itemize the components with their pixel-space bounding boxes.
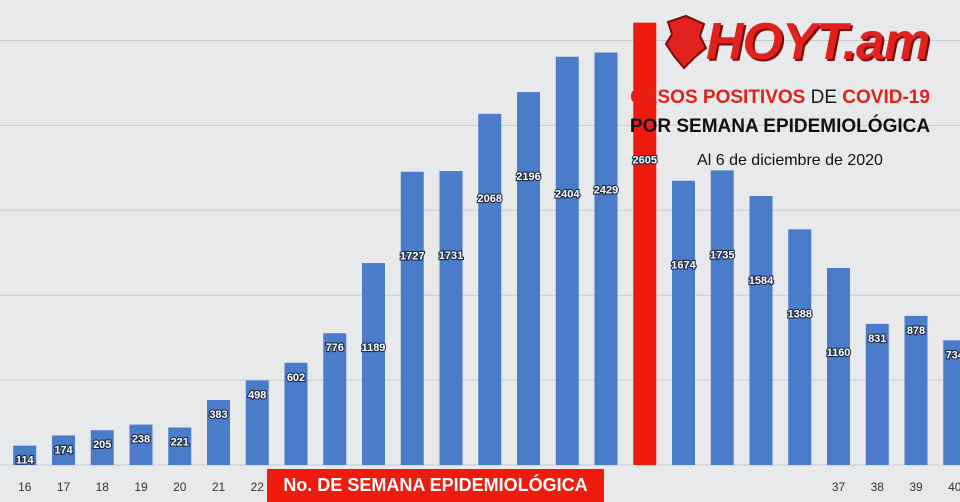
- value-label-week-35: 1584: [749, 275, 774, 287]
- bar-week-18: [90, 430, 114, 465]
- tick-label-week-18: 18: [96, 480, 110, 494]
- value-label-week-36: 1388: [788, 308, 812, 320]
- bar-week-17: [52, 435, 75, 465]
- bar-week-37: [827, 268, 850, 465]
- tick-label-week-38: 38: [871, 480, 885, 494]
- bar-week-22: [245, 380, 269, 465]
- bar-week-33: [672, 180, 695, 466]
- value-label-week-26: 1727: [400, 251, 424, 263]
- bar-week-27: [439, 171, 463, 465]
- value-label-week-24: 776: [326, 342, 344, 354]
- value-label-week-28: 2068: [478, 193, 502, 205]
- value-label-week-29: 2196: [516, 171, 540, 183]
- value-label-week-31: 2429: [594, 184, 618, 196]
- title-cases-positive: CASOS POSITIVOS: [630, 87, 806, 108]
- bar-week-38: [865, 323, 889, 465]
- bar-week-30: [555, 56, 579, 465]
- bar-week-36: [788, 229, 812, 465]
- bar-week-23: [284, 362, 308, 465]
- logo: HOYT.am: [706, 13, 930, 71]
- bar-week-21: [207, 399, 230, 465]
- tick-label-week-21: 21: [212, 480, 226, 494]
- bar-week-32: [633, 22, 657, 465]
- value-label-week-37: 1160: [827, 347, 851, 359]
- bar-week-26: [400, 171, 424, 466]
- tick-label-week-40: 40: [948, 480, 960, 494]
- bar-week-25: [362, 263, 385, 465]
- bar-week-35: [749, 196, 773, 466]
- value-label-week-34: 1735: [710, 249, 734, 261]
- bar-week-19: [129, 424, 153, 465]
- logo-flag-icon: [664, 14, 708, 70]
- value-label-week-25: 1189: [362, 342, 386, 354]
- bar-week-28: [478, 113, 502, 465]
- value-label-week-23: 602: [287, 372, 305, 384]
- value-label-week-40: 734: [946, 349, 960, 361]
- value-label-week-16: 114: [16, 455, 35, 467]
- bar-week-20: [168, 427, 192, 465]
- x-axis-title: No. DE SEMANA EPIDEMIOLÓGICA: [267, 469, 604, 502]
- bars: [13, 22, 960, 466]
- tick-label-week-37: 37: [832, 480, 846, 494]
- bar-week-39: [904, 315, 928, 465]
- chart-title-line2: POR SEMANA EPIDEMIOLÓGICA: [629, 116, 931, 137]
- bar-week-16: [13, 445, 37, 465]
- value-label-week-19: 238: [132, 434, 150, 446]
- tick-label-week-22: 22: [251, 480, 265, 494]
- value-label-week-18: 205: [93, 439, 111, 451]
- value-label-week-22: 498: [248, 389, 266, 401]
- value-label-week-39: 878: [907, 325, 925, 337]
- chart-subtitle: Al 6 de diciembre de 2020: [697, 152, 883, 169]
- value-labels: 114 174 205 238 221 383 498 602 776 1189 1727 1731 2…: [15, 153, 960, 467]
- value-label-week-38: 831: [868, 333, 886, 345]
- title-covid: COVID-19: [842, 87, 930, 108]
- bar-week-31: [594, 52, 618, 466]
- value-label-week-21: 383: [209, 409, 227, 421]
- tick-label-week-17: 17: [57, 480, 71, 494]
- value-label-week-33: 1674: [671, 260, 696, 272]
- bar-week-29: [517, 92, 540, 466]
- value-label-week-27: 1731: [439, 250, 463, 262]
- bar-week-24: [323, 333, 347, 465]
- bar-week-34: [710, 170, 734, 465]
- value-label-week-32: 2605: [633, 154, 657, 166]
- title-de: DE: [805, 87, 843, 108]
- tick-label-week-20: 20: [173, 480, 187, 494]
- tick-label-week-39: 39: [909, 480, 923, 494]
- tick-label-week-19: 19: [134, 480, 148, 494]
- value-label-week-20: 221: [171, 436, 189, 448]
- value-label-week-30: 2404: [555, 189, 580, 201]
- bar-week-40: [943, 340, 960, 465]
- chart-title-line1: CASOS POSITIVOS DE COVID-19: [600, 86, 960, 110]
- value-label-week-17: 174: [54, 444, 73, 456]
- tick-label-week-16: 16: [18, 480, 32, 494]
